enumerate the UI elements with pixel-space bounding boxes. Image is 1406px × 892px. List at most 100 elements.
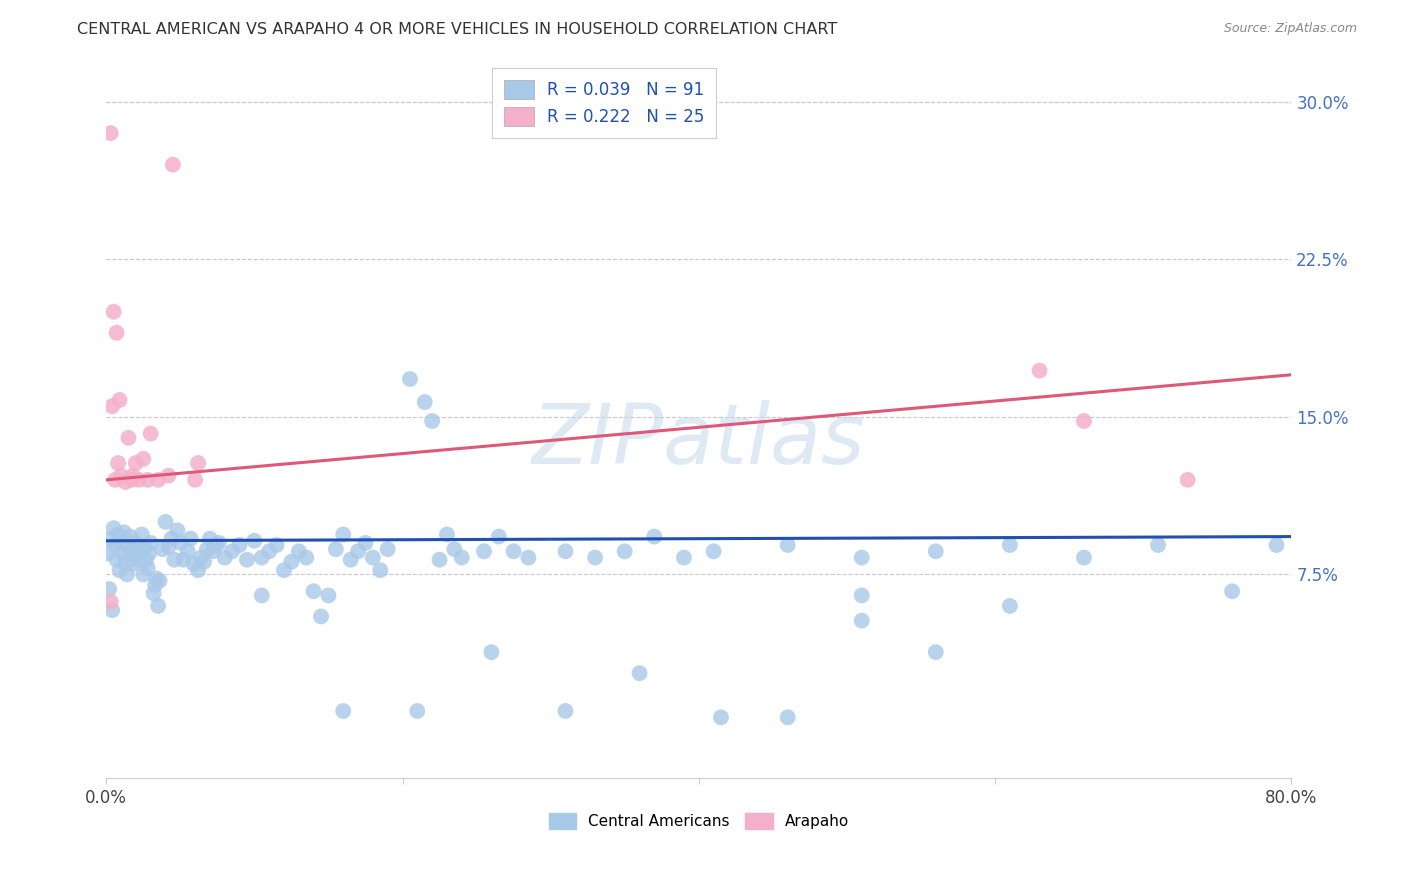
- Point: [776, 538, 799, 552]
- Point: [583, 550, 606, 565]
- Point: [347, 544, 370, 558]
- Point: [332, 704, 354, 718]
- Point: [554, 544, 576, 558]
- Point: [101, 603, 124, 617]
- Point: [160, 532, 183, 546]
- Point: [187, 563, 209, 577]
- Point: [1220, 584, 1243, 599]
- Point: [136, 473, 159, 487]
- Point: [145, 572, 167, 586]
- Point: [195, 542, 218, 557]
- Point: [107, 527, 129, 541]
- Point: [776, 710, 799, 724]
- Point: [117, 540, 139, 554]
- Point: [243, 533, 266, 548]
- Point: [103, 304, 125, 318]
- Point: [103, 521, 125, 535]
- Point: [146, 599, 169, 613]
- Point: [257, 544, 280, 558]
- Point: [100, 595, 122, 609]
- Point: [851, 589, 873, 603]
- Point: [166, 523, 188, 537]
- Point: [214, 550, 236, 565]
- Point: [354, 536, 377, 550]
- Point: [205, 538, 228, 552]
- Point: [124, 544, 146, 558]
- Legend: Central Americans, Arapaho: Central Americans, Arapaho: [543, 807, 855, 835]
- Point: [180, 532, 202, 546]
- Point: [100, 532, 122, 546]
- Point: [925, 544, 948, 558]
- Point: [114, 557, 136, 571]
- Point: [1073, 550, 1095, 565]
- Point: [208, 536, 231, 550]
- Point: [108, 563, 131, 577]
- Point: [152, 542, 174, 557]
- Point: [228, 538, 250, 552]
- Point: [643, 530, 665, 544]
- Point: [309, 609, 332, 624]
- Point: [177, 544, 200, 558]
- Point: [436, 527, 458, 541]
- Point: [517, 550, 540, 565]
- Point: [115, 567, 138, 582]
- Text: CENTRAL AMERICAN VS ARAPAHO 4 OR MORE VEHICLES IN HOUSEHOLD CORRELATION CHART: CENTRAL AMERICAN VS ARAPAHO 4 OR MORE VE…: [77, 22, 838, 37]
- Point: [479, 645, 502, 659]
- Point: [502, 544, 524, 558]
- Point: [120, 546, 142, 560]
- Point: [236, 552, 259, 566]
- Point: [221, 544, 243, 558]
- Point: [132, 451, 155, 466]
- Point: [107, 456, 129, 470]
- Point: [122, 468, 145, 483]
- Point: [135, 552, 157, 566]
- Point: [184, 473, 207, 487]
- Text: Source: ZipAtlas.com: Source: ZipAtlas.com: [1223, 22, 1357, 36]
- Text: ZIPatlas: ZIPatlas: [531, 400, 866, 481]
- Point: [104, 538, 127, 552]
- Point: [157, 468, 180, 483]
- Point: [155, 515, 177, 529]
- Point: [139, 536, 162, 550]
- Point: [998, 599, 1021, 613]
- Point: [138, 546, 160, 560]
- Point: [128, 552, 150, 566]
- Point: [472, 544, 495, 558]
- Point: [998, 538, 1021, 552]
- Point: [302, 584, 325, 599]
- Point: [368, 563, 391, 577]
- Point: [198, 532, 221, 546]
- Point: [851, 614, 873, 628]
- Point: [112, 525, 135, 540]
- Point: [172, 552, 194, 566]
- Point: [273, 563, 295, 577]
- Point: [169, 536, 191, 550]
- Point: [117, 431, 139, 445]
- Point: [98, 582, 121, 596]
- Point: [406, 704, 429, 718]
- Point: [429, 552, 451, 566]
- Point: [136, 561, 159, 575]
- Point: [122, 557, 145, 571]
- Point: [1028, 363, 1050, 377]
- Point: [125, 536, 148, 550]
- Point: [108, 392, 131, 407]
- Point: [193, 555, 215, 569]
- Point: [201, 544, 224, 558]
- Point: [377, 542, 399, 557]
- Point: [295, 550, 318, 565]
- Point: [399, 372, 422, 386]
- Point: [118, 530, 141, 544]
- Point: [628, 666, 651, 681]
- Point: [132, 567, 155, 582]
- Point: [100, 126, 122, 140]
- Point: [128, 473, 150, 487]
- Point: [672, 550, 695, 565]
- Point: [120, 473, 142, 487]
- Point: [101, 399, 124, 413]
- Point: [190, 550, 212, 565]
- Point: [105, 552, 128, 566]
- Point: [187, 456, 209, 470]
- Point: [332, 527, 354, 541]
- Point: [554, 704, 576, 718]
